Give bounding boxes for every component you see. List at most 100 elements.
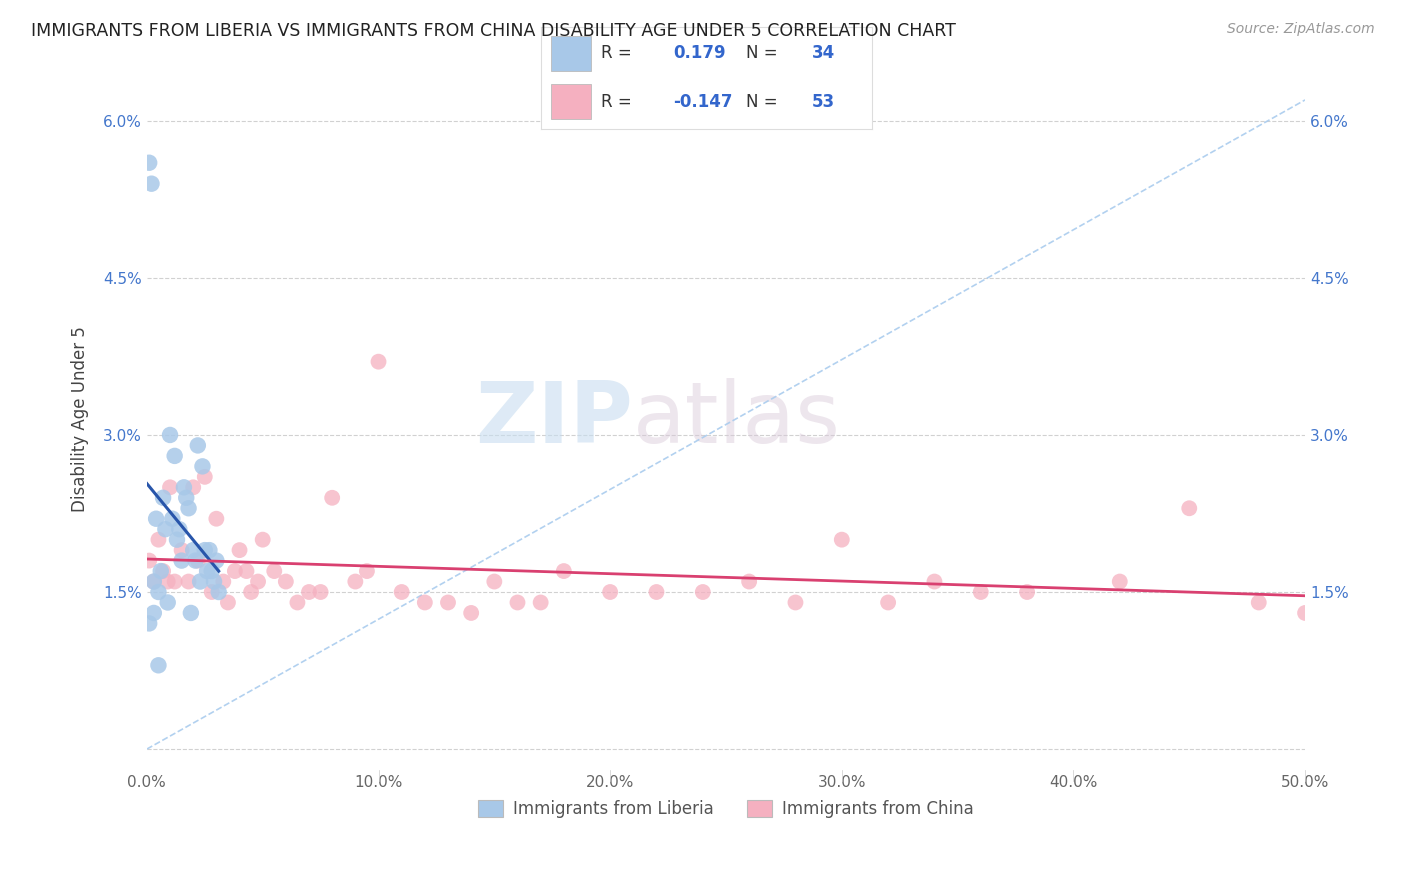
Text: N =: N = [747, 93, 783, 111]
Point [298, 585, 321, 599]
Text: -0.147: -0.147 [673, 93, 733, 111]
Point [191, 459, 214, 474]
Point [274, 574, 297, 589]
Point [228, 543, 250, 558]
Text: Source: ZipAtlas.com: Source: ZipAtlas.com [1227, 22, 1375, 37]
Point [506, 595, 529, 609]
Point [159, 428, 181, 442]
Point [169, 522, 191, 536]
Text: R =: R = [600, 45, 637, 62]
Point [235, 564, 257, 578]
Point [177, 501, 200, 516]
Text: 0.179: 0.179 [673, 45, 725, 62]
Point [138, 553, 160, 567]
FancyBboxPatch shape [551, 84, 591, 119]
Point [142, 574, 165, 589]
Point [195, 564, 218, 578]
Point [1247, 595, 1270, 609]
Point [344, 574, 367, 589]
Point [553, 564, 575, 578]
Point [924, 574, 946, 589]
Point [194, 543, 217, 558]
Point [831, 533, 853, 547]
Point [205, 553, 228, 567]
Point [194, 470, 217, 484]
Point [170, 543, 193, 558]
Point [177, 574, 200, 589]
Point [156, 574, 179, 589]
Point [484, 574, 506, 589]
Point [187, 553, 209, 567]
Point [198, 543, 221, 558]
Point [141, 177, 163, 191]
Point [645, 585, 668, 599]
Point [217, 595, 239, 609]
Point [240, 585, 263, 599]
Point [201, 564, 224, 578]
Point [309, 585, 332, 599]
Point [138, 616, 160, 631]
Point [599, 585, 621, 599]
Point [1108, 574, 1130, 589]
Point [181, 543, 204, 558]
Point [437, 595, 460, 609]
Y-axis label: Disability Age Under 5: Disability Age Under 5 [72, 326, 89, 512]
Point [162, 512, 184, 526]
Point [149, 564, 172, 578]
Point [460, 606, 482, 620]
Point [159, 480, 181, 494]
Point [263, 564, 285, 578]
Point [163, 449, 186, 463]
Text: 34: 34 [813, 45, 835, 62]
Point [156, 595, 179, 609]
Point [138, 155, 160, 169]
Point [391, 585, 413, 599]
Point [187, 438, 209, 452]
Point [145, 512, 167, 526]
Point [180, 606, 202, 620]
Text: 53: 53 [813, 93, 835, 111]
Point [208, 585, 231, 599]
Point [152, 491, 174, 505]
Point [287, 595, 309, 609]
Point [166, 533, 188, 547]
Point [148, 658, 170, 673]
Point [413, 595, 436, 609]
Text: ZIP: ZIP [475, 377, 633, 461]
Point [201, 585, 224, 599]
Point [163, 574, 186, 589]
Point [170, 553, 193, 567]
Text: R =: R = [600, 93, 637, 111]
Point [738, 574, 761, 589]
Text: N =: N = [747, 45, 783, 62]
Point [367, 354, 389, 368]
Point [142, 606, 165, 620]
Point [148, 585, 170, 599]
Point [692, 585, 714, 599]
Point [356, 564, 378, 578]
Point [188, 574, 211, 589]
Point [530, 595, 553, 609]
Point [224, 564, 246, 578]
Point [202, 574, 225, 589]
Point [142, 574, 165, 589]
Text: IMMIGRANTS FROM LIBERIA VS IMMIGRANTS FROM CHINA DISABILITY AGE UNDER 5 CORRELAT: IMMIGRANTS FROM LIBERIA VS IMMIGRANTS FR… [31, 22, 956, 40]
Point [181, 480, 204, 494]
Point [321, 491, 343, 505]
Point [1178, 501, 1201, 516]
Point [205, 512, 228, 526]
Point [1294, 606, 1316, 620]
Point [247, 574, 270, 589]
Legend: Immigrants from Liberia, Immigrants from China: Immigrants from Liberia, Immigrants from… [471, 793, 980, 825]
Point [174, 491, 197, 505]
Point [877, 595, 900, 609]
Point [1017, 585, 1039, 599]
Text: atlas: atlas [633, 377, 841, 461]
Point [173, 480, 195, 494]
Point [252, 533, 274, 547]
Point [148, 533, 170, 547]
Point [155, 522, 177, 536]
Point [970, 585, 993, 599]
Point [152, 564, 174, 578]
FancyBboxPatch shape [551, 36, 591, 70]
